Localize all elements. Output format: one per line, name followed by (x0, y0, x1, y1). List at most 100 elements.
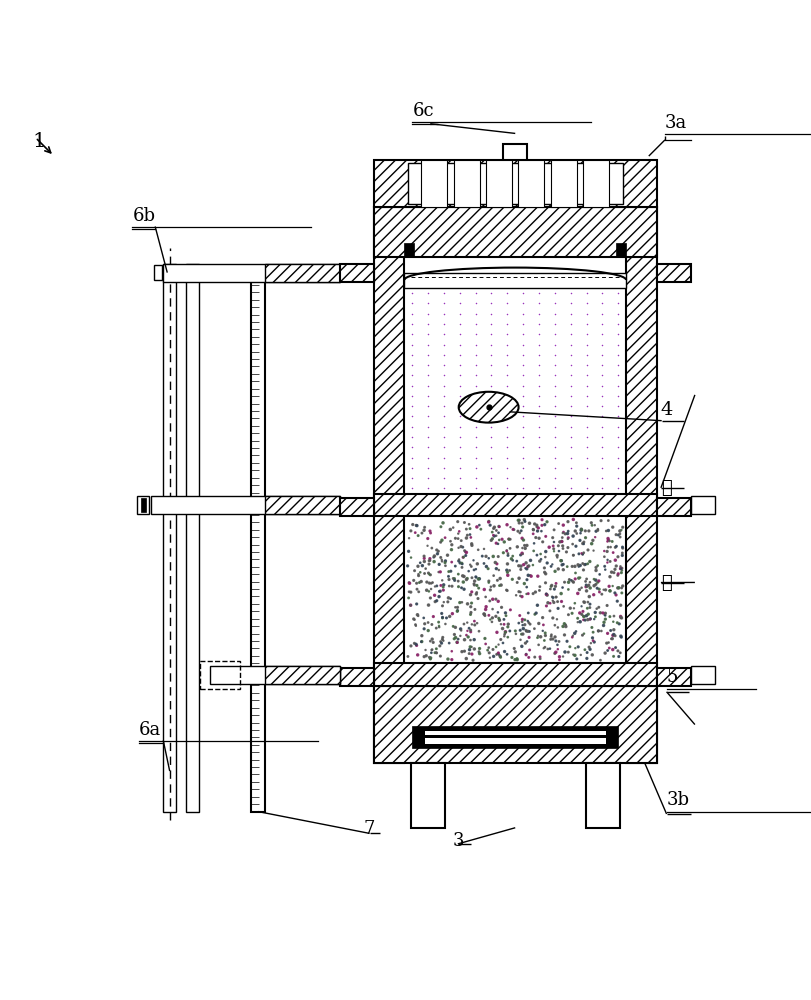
Point (471, 542, 484, 558)
Text: 7: 7 (363, 820, 375, 838)
Bar (163, 264, 176, 812)
Point (594, 586, 607, 602)
Point (512, 558, 525, 574)
Point (454, 539, 467, 555)
Point (556, 525, 569, 541)
Point (565, 558, 578, 574)
Point (419, 582, 432, 598)
Point (485, 524, 498, 540)
Point (563, 639, 576, 655)
Point (455, 644, 468, 660)
Point (584, 635, 597, 651)
Bar (373, 207, 404, 763)
Point (611, 580, 624, 596)
Bar (265, 496, 339, 514)
Point (517, 557, 530, 573)
Point (492, 532, 505, 548)
Point (608, 552, 621, 568)
Point (465, 570, 478, 586)
Point (429, 645, 442, 661)
Point (544, 558, 557, 574)
Point (421, 531, 434, 547)
Point (544, 628, 557, 644)
Point (616, 578, 629, 594)
Point (572, 546, 585, 562)
Point (507, 640, 520, 656)
Point (442, 564, 455, 580)
Point (479, 559, 492, 575)
Point (414, 555, 427, 571)
Point (468, 601, 481, 617)
Point (611, 549, 624, 565)
Point (472, 517, 485, 533)
Point (440, 547, 453, 563)
Point (503, 540, 516, 556)
Point (522, 623, 535, 639)
Point (452, 540, 465, 556)
Text: 3: 3 (452, 832, 463, 850)
Point (477, 541, 490, 557)
Point (465, 537, 478, 553)
Point (526, 521, 539, 537)
Point (523, 552, 536, 568)
Point (556, 580, 569, 596)
Point (615, 585, 628, 601)
Point (435, 553, 448, 569)
Point (490, 556, 503, 572)
Point (473, 646, 486, 662)
Point (423, 575, 436, 591)
Point (456, 549, 469, 565)
Point (458, 544, 471, 560)
Point (411, 528, 424, 544)
Point (576, 546, 589, 562)
Point (519, 555, 532, 571)
Point (578, 556, 591, 572)
Point (464, 604, 477, 620)
Point (586, 630, 599, 646)
Point (472, 571, 485, 587)
Point (514, 523, 527, 539)
Point (491, 549, 504, 565)
Point (527, 535, 540, 551)
Point (427, 587, 440, 603)
Point (539, 598, 552, 614)
Point (588, 604, 601, 620)
Point (601, 532, 614, 548)
Point (583, 574, 596, 590)
Point (566, 628, 579, 644)
Point (576, 603, 589, 619)
Bar (656, 264, 690, 282)
Point (521, 558, 534, 574)
Bar (186, 264, 199, 812)
Point (540, 555, 553, 571)
Point (606, 642, 619, 658)
Point (557, 616, 570, 632)
Point (594, 623, 607, 639)
Point (522, 515, 535, 531)
Text: 5: 5 (666, 668, 677, 686)
Point (559, 617, 572, 633)
Point (477, 606, 490, 622)
Point (588, 529, 601, 545)
Point (512, 515, 525, 531)
Point (418, 553, 431, 569)
Point (599, 582, 611, 598)
Point (583, 580, 596, 596)
Point (520, 633, 533, 649)
Point (587, 634, 600, 650)
Point (556, 562, 569, 578)
Point (410, 518, 423, 534)
Point (592, 581, 605, 597)
Point (597, 549, 610, 565)
Point (609, 587, 622, 603)
Point (587, 611, 600, 627)
Point (606, 545, 619, 561)
Point (515, 515, 528, 531)
Point (497, 616, 510, 632)
Point (547, 541, 560, 557)
Point (521, 615, 534, 631)
Point (538, 517, 551, 533)
Point (445, 578, 458, 594)
Point (498, 624, 511, 640)
Point (591, 599, 604, 615)
